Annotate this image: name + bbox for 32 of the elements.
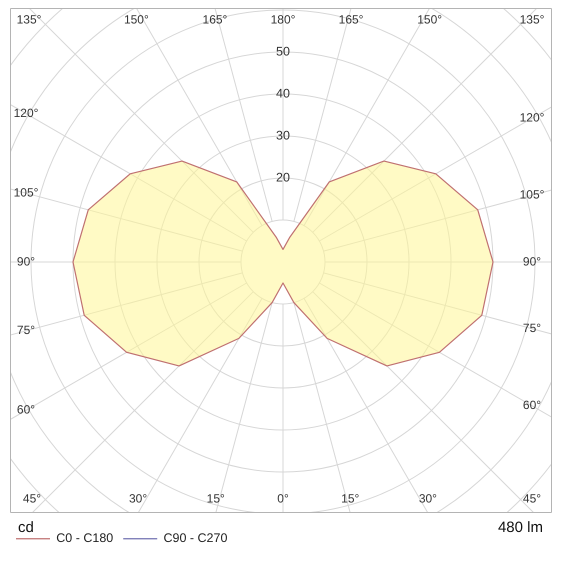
spoke-label: 15° (341, 491, 360, 506)
legend-label: C90 - C270 (163, 531, 228, 546)
spoke-label: 135° (520, 12, 545, 26)
y-tick-label: 20 (276, 170, 290, 184)
legend-label: C0 - C180 (56, 531, 114, 546)
spoke-label: 60° (16, 402, 36, 417)
spoke-label: 75° (522, 321, 542, 336)
spoke-label: 60° (522, 398, 542, 412)
spoke-label: 135° (16, 12, 42, 26)
spoke-label: 120° (14, 106, 39, 120)
spoke-label: 75° (16, 323, 36, 338)
text: cd (18, 519, 34, 536)
spoke-label: 120° (520, 110, 545, 125)
spoke-label: 165° (338, 12, 364, 26)
spoke-label: 30° (129, 491, 148, 506)
spoke-label: 45° (22, 491, 42, 506)
spoke-label: 165° (202, 12, 228, 26)
spoke-label: 150° (417, 12, 442, 26)
spoke-label: 105° (520, 188, 545, 202)
y-tick-label: 50 (276, 44, 290, 58)
spoke-label: 0° (277, 491, 289, 506)
text: 480 lm (498, 519, 543, 536)
spoke-label: 105° (14, 185, 39, 200)
spoke-label: 90° (16, 254, 36, 268)
spoke-label: 15° (206, 491, 226, 506)
spoke-label: 90° (522, 254, 542, 268)
spoke-label: 150° (124, 12, 149, 26)
spoke-label: 45° (522, 491, 542, 506)
spoke-label: 180° (270, 12, 296, 26)
y-tick-label: 30 (276, 128, 290, 142)
y-tick-label: 40 (276, 86, 290, 100)
spoke-label: 30° (418, 491, 438, 506)
